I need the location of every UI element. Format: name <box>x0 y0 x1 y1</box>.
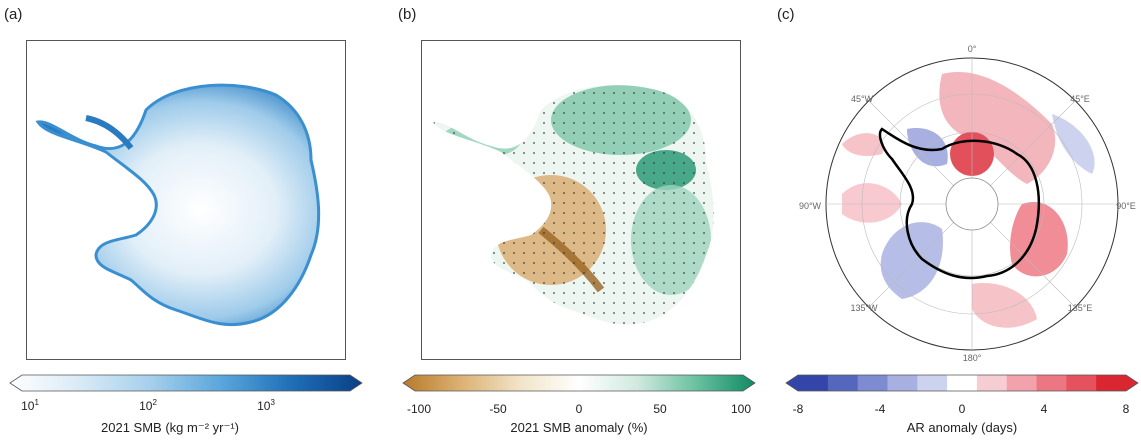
lon-label-180: 180° <box>962 353 982 363</box>
colorbar-c-step <box>917 375 948 391</box>
colorbar-c-arrow-right <box>1126 375 1138 391</box>
panel-b-map <box>421 40 741 360</box>
lon-label-45e: 45°E <box>1070 94 1090 104</box>
colorbar-c-step <box>1066 375 1097 391</box>
colorbar-c <box>785 374 1139 392</box>
panel-c-map <box>825 57 1119 351</box>
colorbar-b-tick-1: -100 <box>406 402 432 416</box>
lon-label-90e: 90°E <box>1116 201 1136 211</box>
colorbar-c-tick-1: -8 <box>792 402 804 416</box>
colorbar-a <box>9 374 363 392</box>
colorbar-c-tick-4: 4 <box>1040 402 1048 416</box>
lon-label-90w: 90°W <box>798 201 822 211</box>
lon-label-135w: 135°W <box>850 303 878 313</box>
colorbar-b-tick-2: -50 <box>489 402 507 416</box>
colorbar-c-step <box>887 375 918 391</box>
antarctica-shape-a <box>35 83 321 327</box>
colorbar-c-arrow-left <box>786 375 798 391</box>
colorbar-b <box>402 374 756 392</box>
colorbar-b-title: 2021 SMB anomaly (%) <box>510 420 648 435</box>
colorbar-a-tick-2: 102 <box>139 398 157 413</box>
colorbar-c-step <box>827 375 859 391</box>
colorbar-c-tick-3: 0 <box>958 402 966 416</box>
colorbar-a-title: 2021 SMB (kg m⁻² yr⁻¹) <box>101 420 239 435</box>
colorbar-c-step <box>798 375 829 391</box>
colorbar-c-step <box>1036 375 1067 391</box>
colorbar-b-tick-3: 0 <box>575 402 583 416</box>
colorbar-c-step <box>976 375 1008 391</box>
colorbar-c-title: AR anomaly (days) <box>906 420 1018 435</box>
lon-label-135e: 135°E <box>1067 303 1093 313</box>
colorbar-c-tick-2: -4 <box>874 402 886 416</box>
lon-label-0: 0° <box>967 44 977 54</box>
lon-label-45w: 45°W <box>850 94 874 104</box>
panel-c-label: (c) <box>777 6 795 23</box>
panel-a-map <box>26 40 346 360</box>
colorbar-b-tick-4: 50 <box>653 402 667 416</box>
colorbar-a-tick-1: 101 <box>21 398 39 413</box>
colorbar-c-step <box>857 375 888 391</box>
colorbar-c-tick-5: 8 <box>1122 402 1130 416</box>
panel-b-label: (b) <box>398 6 417 23</box>
colorbar-b-tick-5: 100 <box>730 402 752 416</box>
colorbar-a-tick-3: 103 <box>257 398 275 413</box>
colorbar-c-step <box>1006 375 1038 391</box>
colorbar-c-step <box>947 375 978 391</box>
antarctica-outline-c <box>878 127 1041 280</box>
panel-a-label: (a) <box>4 6 23 23</box>
colorbar-c-step <box>1096 375 1127 391</box>
